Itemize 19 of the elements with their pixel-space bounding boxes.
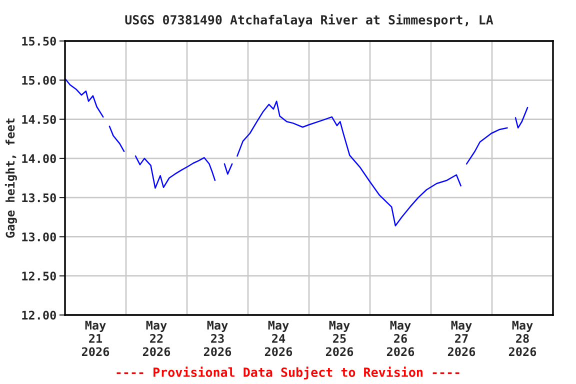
x-tick-label: May 25 2026 <box>326 320 354 356</box>
y-axis-title: Gage height, feet <box>4 118 17 238</box>
y-tick-label: 13.00 <box>22 232 56 242</box>
y-tick-label: 14.50 <box>22 115 56 124</box>
x-tick-label: May 26 2026 <box>386 320 414 356</box>
text: ---- Provisional Data Subject to Revision ---- <box>116 366 460 380</box>
y-tick-label: 12.00 <box>22 310 56 320</box>
y-tick-label: 12.50 <box>22 272 56 281</box>
y-tick-label: 15.00 <box>22 76 56 85</box>
chart-title: USGS 07381490 Atchafalaya River at Simmesport, LA <box>125 14 494 27</box>
x-tick-label: May 27 2026 <box>448 320 476 356</box>
y-tick-label: 15.50 <box>22 36 56 46</box>
x-tick-label: May 21 2026 <box>82 320 110 356</box>
x-tick-label: May 22 2026 <box>142 320 170 356</box>
y-tick-label: 14.00 <box>22 154 56 164</box>
y-tick-label: 13.50 <box>22 193 56 202</box>
x-tick-label: May 24 2026 <box>264 320 292 356</box>
x-tick-label: May 23 2026 <box>204 320 232 356</box>
x-tick-label: May 28 2026 <box>508 320 536 356</box>
